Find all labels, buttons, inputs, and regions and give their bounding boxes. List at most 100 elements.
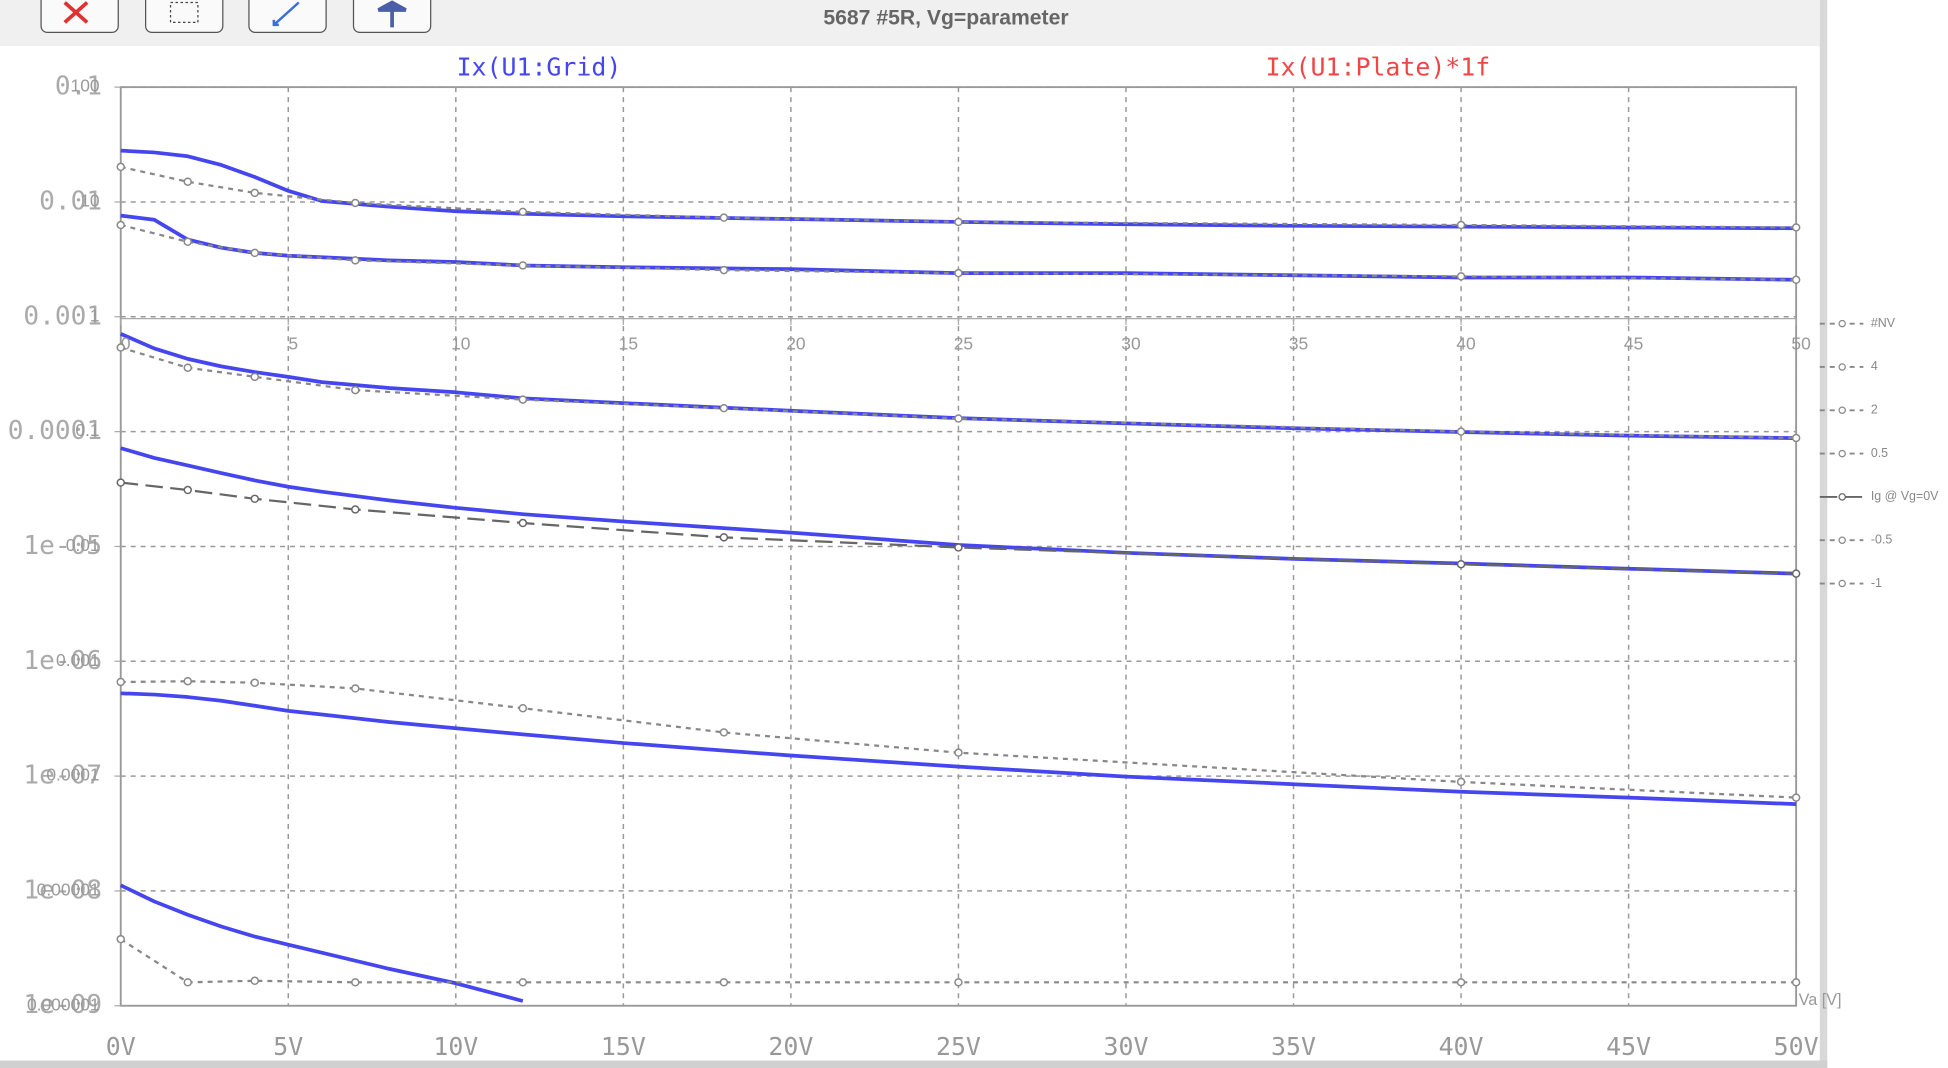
y-tick-label: 1e-06 — [23, 646, 102, 676]
toolbar-icon — [272, 1, 300, 27]
y-tick-label: 100 — [71, 76, 100, 96]
x-tick-label: 10 — [451, 333, 470, 353]
toolbar-icon — [169, 1, 199, 24]
x-tick-label: 25V — [936, 1032, 981, 1061]
y-tick-label: 1 — [90, 305, 100, 325]
series-marker — [1456, 427, 1466, 436]
toolbar-icon — [377, 0, 407, 28]
series-marker — [250, 248, 260, 258]
series-marker — [954, 978, 963, 987]
x-tick-label: 0V — [106, 1032, 136, 1061]
series-marker — [719, 265, 729, 275]
series-marker — [116, 677, 125, 687]
toolbar-button[interactable] — [145, 0, 224, 33]
x-tick-label: 0 — [121, 333, 131, 353]
series-marker — [116, 220, 125, 230]
series-marker — [1791, 569, 1801, 578]
x-tick-label: 45 — [1624, 333, 1643, 353]
series-marker — [1791, 223, 1801, 232]
chart-title: 5687 #5R, Vg=parameter — [823, 6, 1068, 29]
y-tick-label: 1e-08 — [23, 875, 102, 905]
y-tick-label: 1e-07 — [23, 761, 102, 791]
series-marker — [351, 256, 360, 265]
legend-marker — [1838, 406, 1846, 415]
legend-marker — [1838, 493, 1846, 501]
series-marker — [183, 978, 192, 987]
legend-marker — [1838, 449, 1846, 458]
x-tick-label: 40V — [1439, 1032, 1484, 1061]
trace-line — [119, 883, 524, 1003]
series-marker — [719, 728, 729, 737]
window-border — [1819, 0, 1828, 1068]
x-tick-label: 5 — [288, 333, 298, 353]
series-marker — [1791, 793, 1801, 802]
x-tick-label: 45V — [1606, 1032, 1651, 1061]
series-marker — [183, 177, 192, 186]
series-marker — [954, 217, 963, 227]
series-marker — [183, 237, 192, 247]
x-tick-label: 30V — [1104, 1032, 1149, 1061]
x-tick-label: 50V — [1774, 1032, 1819, 1061]
y-tick-label: 0.01 — [39, 186, 102, 216]
series-line — [120, 223, 1797, 281]
x-tick-label: 50 — [1791, 333, 1810, 353]
series-marker — [351, 684, 360, 693]
series-marker — [1456, 777, 1466, 787]
legend-marker — [1838, 363, 1846, 371]
series-line — [120, 938, 1797, 984]
y-tick-label: 0.0001 — [46, 765, 99, 785]
series-line — [120, 346, 1797, 440]
toolbar-icon — [63, 1, 89, 24]
legend-marker — [1838, 579, 1846, 588]
legend-label: 2 — [1871, 403, 1878, 417]
trace-label: Ix(U1:Grid) — [457, 52, 622, 81]
series-marker — [518, 261, 528, 270]
y-tick-label: 10 — [80, 191, 99, 211]
series-marker — [954, 268, 963, 278]
series-marker — [351, 385, 360, 395]
y-tick-label: 0.1 — [55, 72, 102, 102]
y-tick-label: 1e-05 — [23, 531, 102, 561]
legend-label: Ig @ Vg=0V — [1871, 489, 1939, 503]
series-marker — [518, 978, 528, 987]
series-marker — [1456, 978, 1466, 987]
series-marker — [1791, 433, 1801, 443]
x-tick-label: 5V — [273, 1032, 303, 1061]
y-tick-label: 1e-09 — [23, 990, 102, 1020]
series-marker — [518, 207, 528, 217]
series-marker — [250, 494, 260, 504]
toolbar-button[interactable] — [248, 0, 327, 33]
legend-label: 0.5 — [1871, 446, 1888, 460]
series-marker — [183, 485, 192, 495]
x-axis-label: Va [V] — [1799, 991, 1842, 1009]
series-marker — [1791, 978, 1801, 987]
series-marker — [116, 934, 125, 944]
series-marker — [1456, 220, 1466, 230]
series-marker — [250, 372, 260, 382]
series-marker — [116, 343, 125, 352]
y-tick-label: 0.001 — [23, 301, 102, 331]
x-tick-label: 15V — [601, 1032, 646, 1061]
y-tick-label: 0.000001 — [27, 994, 100, 1014]
series-line — [120, 680, 1797, 799]
series-marker — [1456, 560, 1466, 569]
series-marker — [954, 543, 963, 552]
series-marker — [351, 198, 360, 208]
x-tick-label: 25 — [954, 333, 973, 353]
series-marker — [351, 978, 360, 987]
trace-line — [120, 691, 1797, 806]
series-marker — [719, 213, 729, 222]
legend-label: #NV — [1871, 316, 1896, 330]
trace-label: Ix(U1:Plate)*1f — [1266, 52, 1491, 81]
y-tick-label: 0.0001 — [8, 416, 102, 446]
series-marker — [719, 403, 729, 413]
series-marker — [719, 978, 729, 987]
x-tick-label: 10V — [433, 1032, 478, 1061]
series-marker — [954, 414, 963, 423]
series-marker — [250, 188, 260, 198]
y-tick-label: 0.001 — [56, 650, 100, 670]
series-marker — [116, 162, 125, 172]
y-tick-label: 0.1 — [75, 420, 99, 440]
